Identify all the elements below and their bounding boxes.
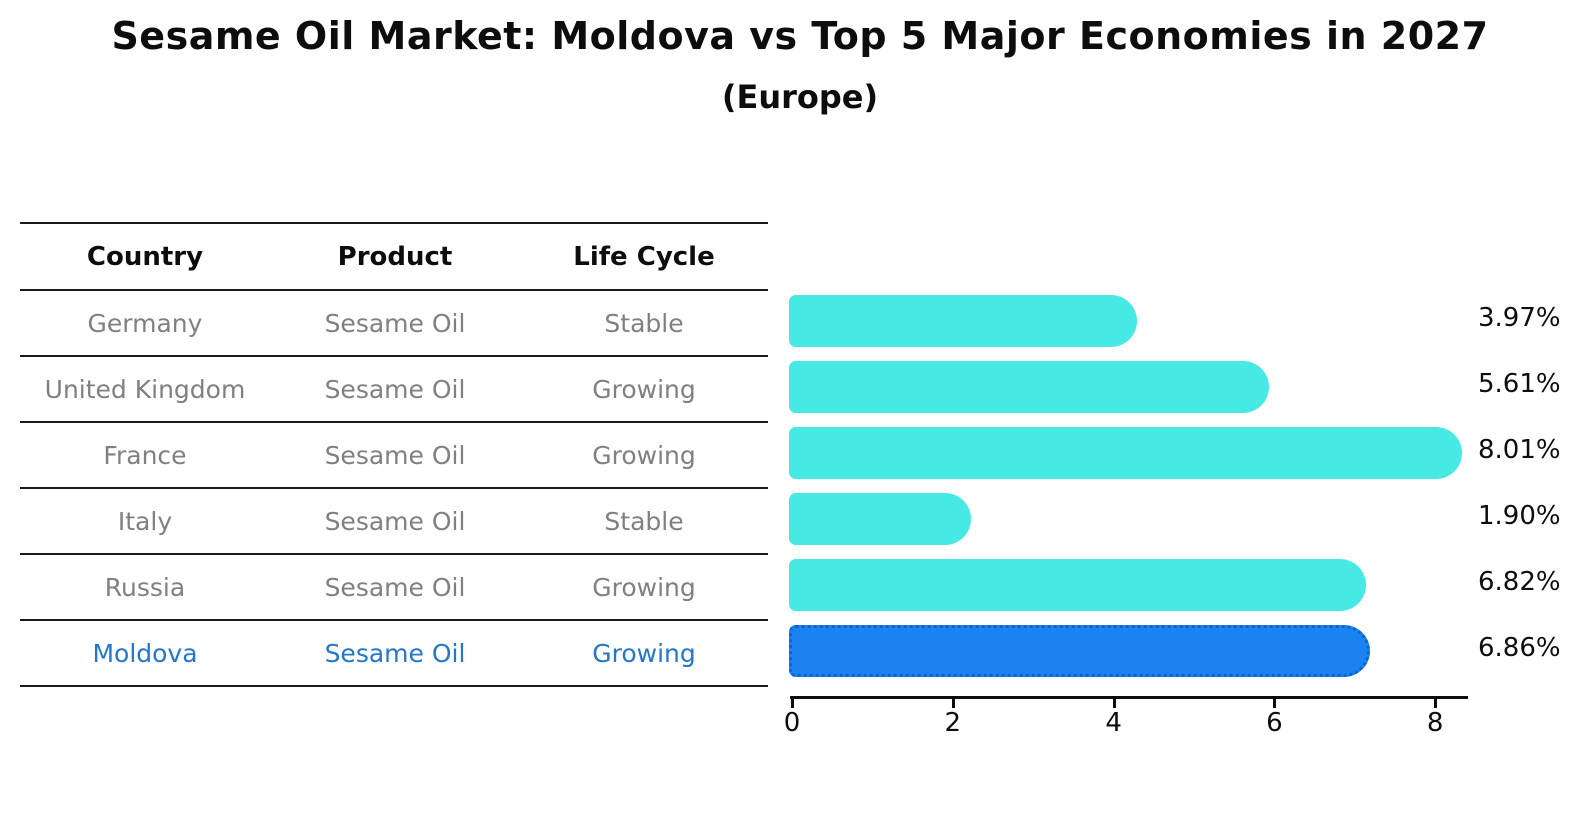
value-label-united-kingdom: 5.61% [1478,369,1561,399]
x-tick-label-4: 4 [1105,708,1122,738]
cell-product: Sesame Oil [324,638,466,668]
cell-life_cycle: Growing [592,638,696,668]
cell-product: Sesame Oil [324,308,466,338]
value-label-italy: 1.90% [1478,501,1561,531]
bar-united-kingdom [789,361,1269,413]
cell-life_cycle: Growing [592,572,696,602]
cell-life_cycle: Stable [604,506,684,536]
table-header-product: Product [337,241,453,272]
data-table: Country Product Life Cycle Germany Sesame Oi… [20,222,768,687]
cell-country: United Kingdom [44,374,246,404]
table-row-russia: Russia Sesame Oil Growing [20,555,768,621]
value-label-russia: 6.82% [1478,567,1561,597]
bar-russia [789,559,1366,611]
cell-product: Sesame Oil [324,506,466,536]
cell-country: Germany [87,308,203,338]
table-row-france: France Sesame Oil Growing [20,423,768,489]
cell-country: Italy [117,506,173,536]
table-row-moldova: Moldova Sesame Oil Growing [20,621,768,687]
x-tick-label-6: 6 [1266,708,1283,738]
x-tick-mark-0 [791,699,794,708]
chart-subtitle: (Europe) [721,78,879,116]
x-axis-line [790,696,1468,699]
x-tick-mark-6 [1273,699,1277,708]
cell-product: Sesame Oil [324,440,466,470]
cell-country: Moldova [92,638,198,668]
cell-product: Sesame Oil [324,572,466,602]
table-header-row: Country Product Life Cycle [20,224,768,291]
value-label-germany: 3.97% [1478,303,1561,333]
x-tick-mark-8 [1434,699,1438,708]
cell-country: Russia [104,572,186,602]
x-tick-label-0: 0 [783,708,801,738]
bar-italy [789,493,971,545]
table-row-united-kingdom: United Kingdom Sesame Oil Growing [20,357,768,423]
bar-germany [789,295,1137,347]
table-header-country: Country [86,241,204,272]
bar-france [789,427,1462,479]
cell-country: France [103,440,187,470]
x-tick-mark-2 [951,699,955,708]
cell-life_cycle: Growing [592,440,696,470]
x-tick-label-2: 2 [944,708,962,738]
table-row-germany: Germany Sesame Oil Stable [20,291,768,357]
value-label-france: 8.01% [1478,435,1561,465]
table-row-italy: Italy Sesame Oil Stable [20,489,768,555]
cell-life_cycle: Growing [592,374,696,404]
table-header-life-cycle: Life Cycle [573,241,715,272]
cell-life_cycle: Stable [604,308,684,338]
bar-moldova [789,625,1370,677]
cell-product: Sesame Oil [324,374,466,404]
value-label-moldova: 6.86% [1478,633,1561,663]
x-tick-label-8: 8 [1426,708,1444,738]
x-tick-mark-4 [1112,699,1116,708]
chart-title: Sesame Oil Market: Moldova vs Top 5 Majo… [111,14,1489,58]
